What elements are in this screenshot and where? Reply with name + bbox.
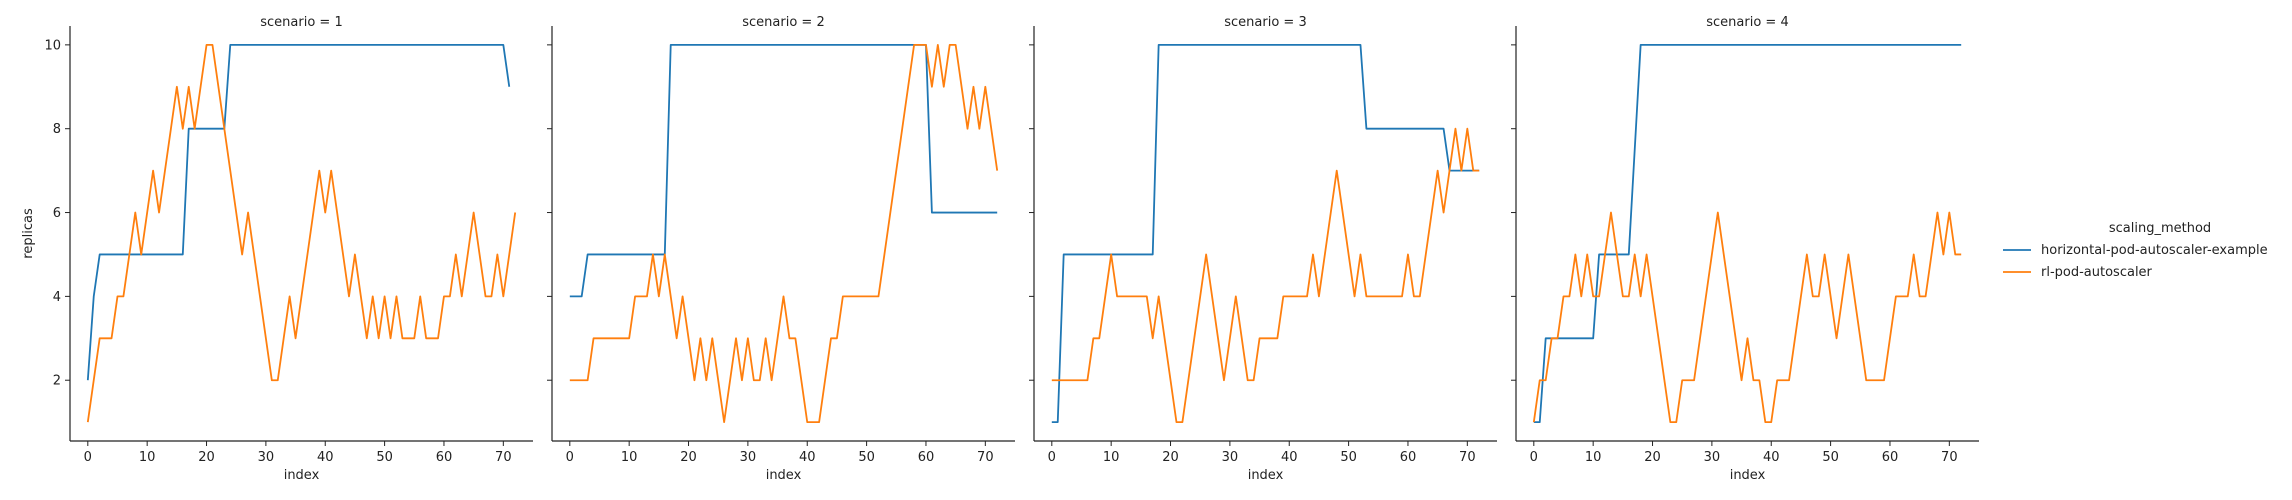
panel-title: scenario = 1 <box>260 15 342 30</box>
x-tick-label: 30 <box>1222 450 1239 465</box>
x-tick-label: 70 <box>1459 450 1476 465</box>
x-axis-label: index <box>766 468 802 483</box>
x-axis-label: index <box>284 468 320 483</box>
y-axis-label: replicas <box>21 208 36 259</box>
y-tick-label: 10 <box>44 38 61 53</box>
x-tick-label: 10 <box>139 450 156 465</box>
x-tick-label: 60 <box>918 450 935 465</box>
legend: scaling_method horizontal-pod-autoscaler-… <box>2003 221 2268 280</box>
y-tick-label: 8 <box>53 122 61 137</box>
series-line-rl <box>569 43 999 424</box>
x-tick-label: 0 <box>84 450 92 465</box>
x-tick-label: 60 <box>1400 450 1417 465</box>
series-line-hpa <box>569 43 998 298</box>
legend-entry-label: horizontal-pod-autoscaler-example <box>2041 243 2268 258</box>
series-line-rl <box>86 43 517 423</box>
x-tick-label: 20 <box>1644 450 1661 465</box>
x-axis-label: index <box>1248 468 1284 483</box>
facet-panel-2: scenario = 2 0 10 20 30 40 50 60 70 index <box>547 15 1015 483</box>
x-tick-label: 50 <box>376 450 393 465</box>
x-tick-label: 50 <box>1822 450 1839 465</box>
x-tick-label: 50 <box>1340 450 1357 465</box>
x-tick-label: 30 <box>258 450 275 465</box>
x-tick-label: 30 <box>1704 450 1721 465</box>
x-tick-label: 40 <box>317 450 334 465</box>
x-tick-label: 60 <box>436 450 453 465</box>
series-line-hpa <box>1533 43 1962 424</box>
y-tick-label: 4 <box>53 290 61 305</box>
x-tick-label: 50 <box>858 450 875 465</box>
x-tick-label: 0 <box>566 450 574 465</box>
series-line-hpa <box>1051 43 1480 424</box>
x-tick-label: 10 <box>621 450 638 465</box>
panel-title: scenario = 2 <box>742 15 824 30</box>
x-tick-label: 0 <box>1530 450 1538 465</box>
x-tick-label: 60 <box>1882 450 1899 465</box>
facet-panel-3: scenario = 3 0 10 20 30 40 50 60 70 index <box>1029 15 1497 483</box>
x-tick-label: 40 <box>1281 450 1298 465</box>
x-tick-label: 10 <box>1103 450 1120 465</box>
y-tick-label: 6 <box>53 206 61 221</box>
x-tick-label: 20 <box>1162 450 1179 465</box>
x-tick-label: 70 <box>1941 450 1958 465</box>
facet-panel-4: scenario = 4 0 10 20 30 40 50 60 70 index <box>1511 15 1979 483</box>
x-tick-label: 40 <box>799 450 816 465</box>
x-tick-label: 10 <box>1585 450 1602 465</box>
panel-title: scenario = 3 <box>1224 15 1306 30</box>
x-tick-label: 30 <box>740 450 757 465</box>
facet-panel-1: scenario = 1 2 4 6 8 10 0 10 20 30 40 50 60 70 index <box>44 15 533 483</box>
x-tick-label: 20 <box>680 450 697 465</box>
x-tick-label: 20 <box>198 450 215 465</box>
legend-title: scaling_method <box>2109 221 2211 236</box>
series-line-rl <box>1532 211 1962 424</box>
x-axis-label: index <box>1730 468 1766 483</box>
panel-title: scenario = 4 <box>1706 15 1788 30</box>
series-line-rl <box>1051 127 1480 424</box>
x-tick-label: 70 <box>495 450 512 465</box>
x-tick-label: 0 <box>1048 450 1056 465</box>
legend-entry-label: rl-pod-autoscaler <box>2041 265 2153 280</box>
series-line-hpa <box>86 43 511 381</box>
y-tick-label: 2 <box>53 374 61 389</box>
x-tick-label: 40 <box>1763 450 1780 465</box>
x-tick-label: 70 <box>977 450 994 465</box>
